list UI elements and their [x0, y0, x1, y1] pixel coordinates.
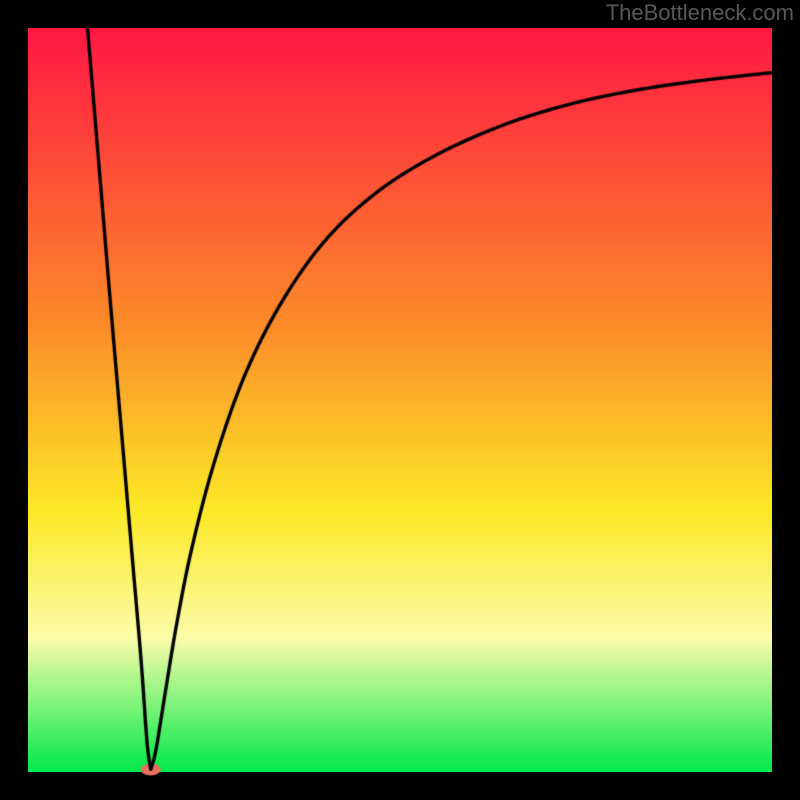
watermark-text: TheBottleneck.com — [606, 0, 794, 26]
chart-container: TheBottleneck.com — [0, 0, 800, 800]
gradient-background — [28, 28, 772, 772]
